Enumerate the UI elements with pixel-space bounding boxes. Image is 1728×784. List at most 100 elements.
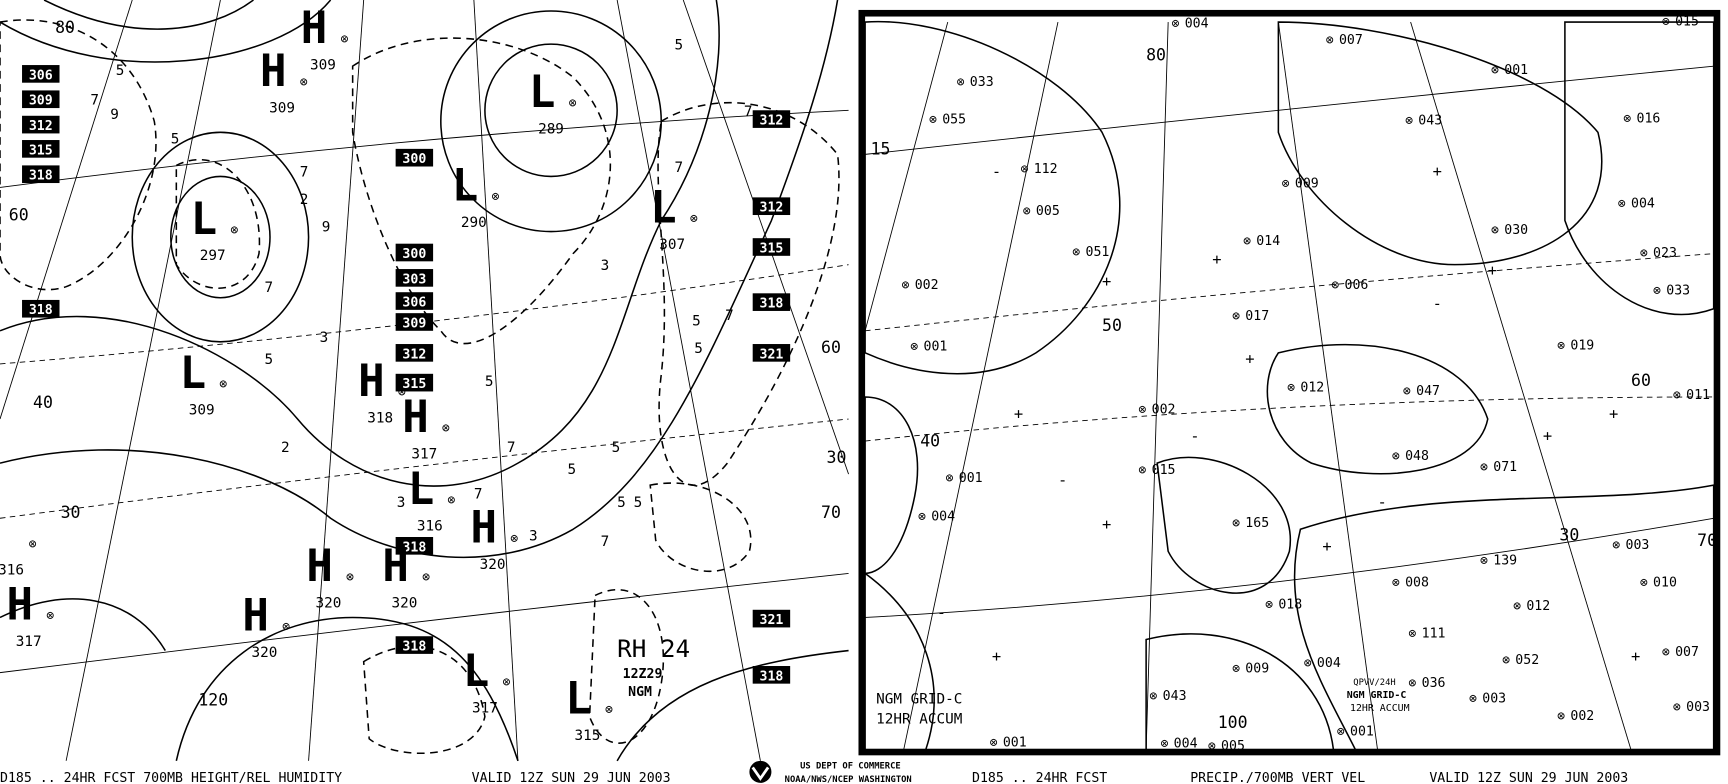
latitude-label: 30 xyxy=(827,448,847,467)
precip-marker-icon: ⊗ xyxy=(1149,689,1157,704)
height-label: 312 xyxy=(759,201,783,216)
precip-amount: ⊗ 048 xyxy=(1392,449,1429,464)
left-valid: VALID 12Z SUN 29 JUN 2003 xyxy=(472,771,671,784)
agency-line1: US DEPT OF COMMERCE xyxy=(800,762,901,772)
precip-value: 015 xyxy=(1675,14,1699,29)
rh-contour-label: 5 xyxy=(264,352,273,368)
precip-marker-icon: ⊗ xyxy=(1673,388,1681,403)
height-label-box: 318 xyxy=(752,293,791,312)
legend2-line1: NGM GRID-C xyxy=(1347,690,1407,701)
precip-marker-icon: ⊗ xyxy=(1612,538,1620,553)
precip-value: 036 xyxy=(1422,676,1446,691)
rh-contour-label: 5 xyxy=(674,38,683,54)
precip-marker-icon: ⊗ xyxy=(1491,223,1499,238)
height-label-box: 318 xyxy=(395,537,434,555)
latitude-label: 40 xyxy=(920,432,940,451)
precip-value: 016 xyxy=(1637,111,1661,126)
rh-contour-label: 3 xyxy=(529,528,538,544)
right-panel: ⊗ 004 ⊗ 007 ⊗ 015 ⊗ 001 ⊗ 043 ⊗ 016 ⊗ 033 ⊗ 055 ⊗ 112 ⊗ 009… xyxy=(858,9,1721,756)
right-caption: D185 .. 24HR FCST xyxy=(972,771,1107,784)
center-letter: H xyxy=(358,356,385,407)
precip-value: 033 xyxy=(1666,283,1690,298)
precip-marker-icon: ⊗ xyxy=(1640,576,1648,591)
precip-value: 010 xyxy=(1653,576,1677,591)
rh-contour-label: 5 xyxy=(485,374,494,390)
precip-value: 018 xyxy=(1278,598,1302,613)
rh-contour-label: 5 xyxy=(692,313,701,329)
height-label-box: 321 xyxy=(752,609,791,628)
rh-contour-label: 5 xyxy=(634,495,643,511)
precip-value: 023 xyxy=(1653,246,1677,261)
height-label-box: 312 xyxy=(752,197,791,216)
precip-amount: ⊗ 005 xyxy=(1023,204,1060,219)
high-center: H ⊗ 320 xyxy=(242,591,290,661)
low-center: L ⊗ 309 xyxy=(180,348,228,418)
precip-value: 004 xyxy=(931,509,955,524)
legend-model: NGM xyxy=(628,685,652,700)
precip-marker-icon: ⊗ xyxy=(1662,14,1670,29)
precip-marker-icon: ⊗ xyxy=(1653,283,1661,298)
precip-value: 006 xyxy=(1344,278,1368,293)
plus-icon: + xyxy=(1322,537,1331,555)
precip-amount: ⊗ 111 xyxy=(1408,626,1445,641)
precip-amount: ⊗ 018 xyxy=(1265,598,1302,613)
precip-amount: ⊗ 004 xyxy=(1171,17,1208,32)
latitude-label: 60 xyxy=(821,338,841,357)
center-letter: H xyxy=(306,541,333,592)
height-label: 318 xyxy=(29,169,53,184)
precip-amount: ⊗ 001 xyxy=(1491,63,1528,78)
center-value: 317 xyxy=(472,700,498,716)
precip-marker-icon: ⊗ xyxy=(1020,162,1028,177)
center-letter: L xyxy=(180,348,207,399)
precip-amount: ⊗ 043 xyxy=(1149,689,1186,704)
precip-amount: ⊗ 023 xyxy=(1640,246,1677,261)
precip-marker-icon: ⊗ xyxy=(1232,516,1240,531)
precip-value: 030 xyxy=(1504,223,1528,238)
precip-marker-icon: ⊗ xyxy=(1265,598,1273,613)
precip-value: 004 xyxy=(1185,17,1209,32)
precip-amount: ⊗ 015 xyxy=(1662,14,1699,29)
plus-icon: + xyxy=(1102,273,1111,291)
precip-marker-icon: ⊗ xyxy=(1469,691,1477,706)
precip-value: 014 xyxy=(1256,234,1280,249)
precip-value: 001 xyxy=(924,340,948,355)
center-marker-icon: ⊗ xyxy=(300,75,308,90)
center-letter: H xyxy=(242,591,269,642)
precip-marker-icon: ⊗ xyxy=(918,509,926,524)
latitude-label: 40 xyxy=(33,393,53,412)
height-label: 318 xyxy=(759,669,783,684)
center-letter: H xyxy=(471,503,498,554)
precip-marker-icon: ⊗ xyxy=(1513,599,1521,614)
minus-icon: - xyxy=(992,162,1001,180)
height-label: 318 xyxy=(402,640,426,655)
precip-amount: ⊗ 033 xyxy=(957,75,994,90)
precip-amount: ⊗ 004 xyxy=(918,509,955,524)
precip-legend: NGM GRID-C 12HR ACCUM QPVV/24H NGM GRID-… xyxy=(876,678,1410,728)
precip-amount: ⊗ 030 xyxy=(1491,223,1528,238)
precip-amount: ⊗ 052 xyxy=(1502,653,1539,668)
center-value: 317 xyxy=(411,447,437,463)
precip-value: 048 xyxy=(1405,449,1429,464)
precip-value: 007 xyxy=(1675,645,1699,660)
center-letter: L xyxy=(191,194,218,245)
precip-marker-icon: ⊗ xyxy=(1408,676,1416,691)
precip-value: 019 xyxy=(1570,339,1594,354)
center-letter: H xyxy=(260,46,287,97)
precip-value: 001 xyxy=(1003,736,1027,751)
rh-contour-label: 9 xyxy=(110,107,119,123)
precip-amount: ⊗ 139 xyxy=(1480,554,1517,569)
rh-contour-label: 7 xyxy=(300,164,309,180)
precip-marker-icon: ⊗ xyxy=(1232,662,1240,677)
precip-amount: ⊗ 033 xyxy=(1653,283,1690,298)
precip-marker-icon: ⊗ xyxy=(1405,114,1413,129)
center-marker-icon: ⊗ xyxy=(219,377,227,392)
height-label: 318 xyxy=(402,540,426,555)
center-marker-icon: ⊗ xyxy=(230,223,238,238)
right-title: PRECIP./700MB VERT VEL xyxy=(1190,771,1365,784)
precip-marker-icon: ⊗ xyxy=(1662,645,1670,660)
plus-icon: + xyxy=(1488,262,1497,280)
precip-amount: ⊗ 001 xyxy=(910,340,947,355)
precip-amount: ⊗ 071 xyxy=(1480,460,1517,475)
center-value: 318 xyxy=(367,410,393,426)
center-letter: L xyxy=(463,646,490,697)
